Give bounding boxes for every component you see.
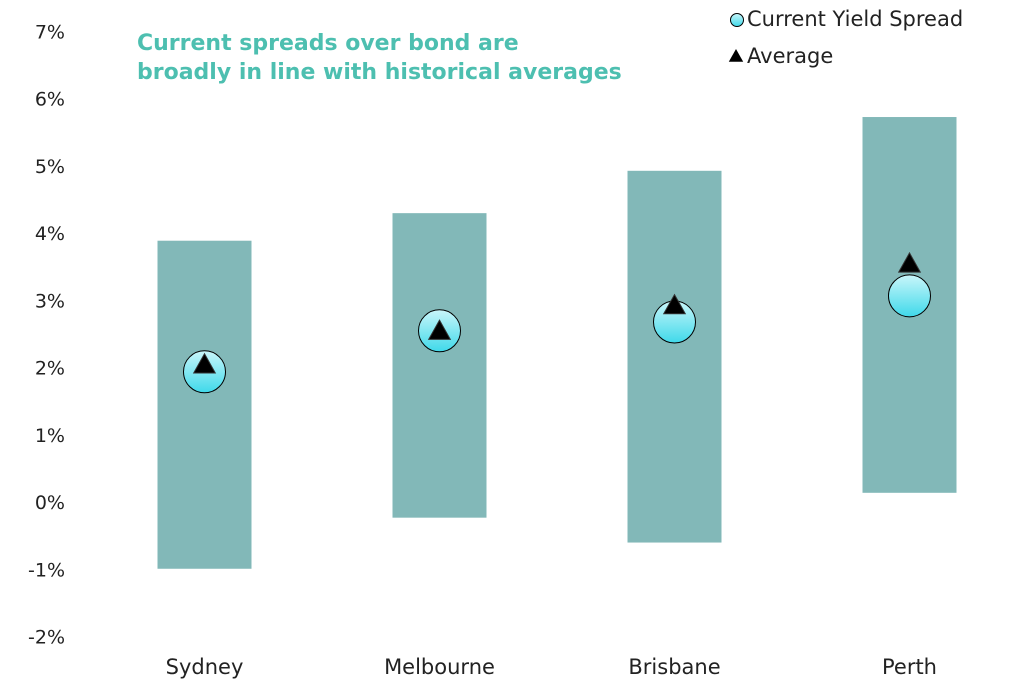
y-tick-label: 6% (35, 89, 65, 111)
y-tick-label: 0% (35, 492, 65, 514)
average-marker (192, 352, 217, 374)
y-tick-label: 7% (35, 22, 65, 44)
range-bar (157, 240, 252, 569)
y-tick-label: 3% (35, 290, 65, 312)
average-marker (427, 319, 452, 340)
x-tick-label: Brisbane (628, 655, 720, 679)
y-tick-label: 1% (35, 425, 65, 447)
y-tick-label: 4% (35, 223, 65, 245)
x-tick-label: Perth (882, 655, 937, 679)
legend-label: Average (747, 44, 833, 68)
x-tick-label: Melbourne (384, 655, 495, 679)
average-marker (897, 251, 922, 273)
range-bar (392, 213, 487, 518)
y-tick-label: 5% (35, 156, 65, 178)
chart-title: Current spreads over bond are (137, 31, 519, 56)
average-marker (662, 293, 687, 315)
chart-title: broadly in line with historical averages (137, 60, 622, 85)
y-tick-label: 2% (35, 358, 65, 380)
legend-label: Current Yield Spread (747, 7, 963, 31)
legend-marker (730, 13, 744, 27)
current-marker (888, 274, 931, 318)
range-bar (627, 170, 722, 543)
y-tick-label: -2% (28, 627, 65, 649)
legend-marker (728, 49, 744, 62)
y-tick-label: -1% (28, 559, 65, 581)
x-tick-label: Sydney (166, 655, 244, 679)
